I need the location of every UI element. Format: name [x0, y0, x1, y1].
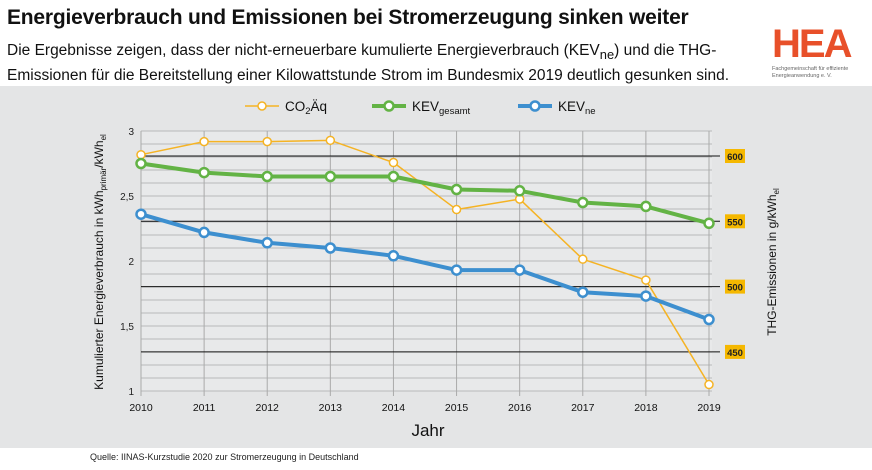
data-point: [641, 275, 651, 285]
data-point: [325, 135, 336, 146]
data-point: [640, 200, 652, 213]
left-tick-label: 2,5: [120, 192, 134, 203]
data-point: [261, 237, 273, 249]
right-tick-box: [725, 344, 745, 359]
source-note: Quelle: IINAS-Kurzstudie 2020 zur Strome…: [90, 452, 359, 462]
subtitle-text: Die Ergebnisse zeigen, dass der nicht-er…: [7, 42, 600, 59]
x-tick-label: 2015: [445, 402, 469, 414]
legend-label: CO2Äq: [285, 99, 327, 117]
x-tick-label: 2014: [382, 402, 406, 414]
hea-logo: HEA Fachgemeinschaft für effiziente Ener…: [772, 24, 867, 80]
x-tick-label: 2010: [129, 402, 153, 414]
data-point: [135, 208, 147, 220]
data-point: [324, 170, 337, 183]
data-point: [703, 313, 715, 326]
y-axis-right-label: THG-Emissionen in g/kWhel: [765, 188, 781, 336]
x-tick-label: 2011: [193, 402, 216, 414]
y-axis-left-label: Kumulierter Energieverbrauch in kWhprimä…: [92, 134, 108, 390]
left-tick-label: 2: [128, 257, 134, 268]
legend-swatch-marker: [257, 101, 267, 111]
data-point: [199, 136, 209, 147]
right-tick-box: [725, 214, 745, 229]
subtitle-text-2: ) und die THG-Emissionen für die Bereits…: [7, 42, 729, 85]
data-point: [198, 226, 210, 239]
data-point: [451, 204, 462, 215]
data-point: [513, 185, 526, 197]
data-point: [198, 166, 210, 179]
right-tick-label: 600: [727, 152, 743, 163]
data-point: [513, 264, 526, 276]
right-tick-box: [725, 279, 745, 294]
left-tick-label: 1: [128, 387, 134, 398]
x-tick-label: 2017: [571, 402, 595, 414]
x-axis-label: Jahr: [411, 421, 444, 440]
subtitle: Die Ergebnisse zeigen, dass der nicht-er…: [7, 40, 767, 86]
data-point: [387, 250, 400, 262]
series-line-KEVne: [140, 212, 710, 322]
x-tick-label: 2018: [634, 402, 658, 414]
legend-swatch-marker: [529, 100, 541, 112]
subtitle-sub: ne: [599, 47, 615, 63]
data-point: [640, 290, 652, 302]
right-tick-label: 550: [727, 217, 743, 228]
x-tick-label: 2012: [256, 402, 280, 414]
logo-mark: HEA: [772, 22, 852, 66]
series-line-CO2Äq: [140, 139, 710, 385]
legend-label: KEVgesamt: [412, 99, 471, 117]
data-point: [387, 170, 400, 183]
data-point: [324, 242, 337, 254]
data-point: [577, 286, 589, 298]
data-point: [704, 379, 714, 390]
data-point: [135, 157, 147, 170]
x-tick-label: 2019: [697, 402, 721, 414]
series-line-KEVgesamt: [140, 161, 710, 226]
x-tick-label: 2016: [508, 402, 532, 414]
data-point: [136, 149, 146, 160]
data-point: [450, 264, 463, 276]
data-point: [388, 157, 399, 168]
left-tick-label: 3: [128, 127, 134, 138]
right-tick-label: 450: [727, 348, 743, 359]
data-point: [450, 183, 463, 196]
data-point: [578, 254, 588, 264]
x-tick-label: 2013: [319, 402, 343, 414]
data-point: [703, 217, 715, 230]
logo-subtitle: Fachgemeinschaft für effiziente Energiea…: [772, 66, 849, 79]
right-tick-box: [725, 149, 745, 163]
right-tick-label: 500: [727, 283, 743, 294]
legend-swatch-marker: [383, 100, 395, 112]
data-point: [262, 136, 272, 147]
data-point: [261, 170, 273, 183]
legend-label: KEVne: [558, 99, 596, 117]
left-tick-label: 1,5: [120, 322, 134, 333]
page-title: Energieverbrauch und Emissionen bei Stro…: [7, 6, 689, 29]
data-point: [577, 196, 589, 209]
